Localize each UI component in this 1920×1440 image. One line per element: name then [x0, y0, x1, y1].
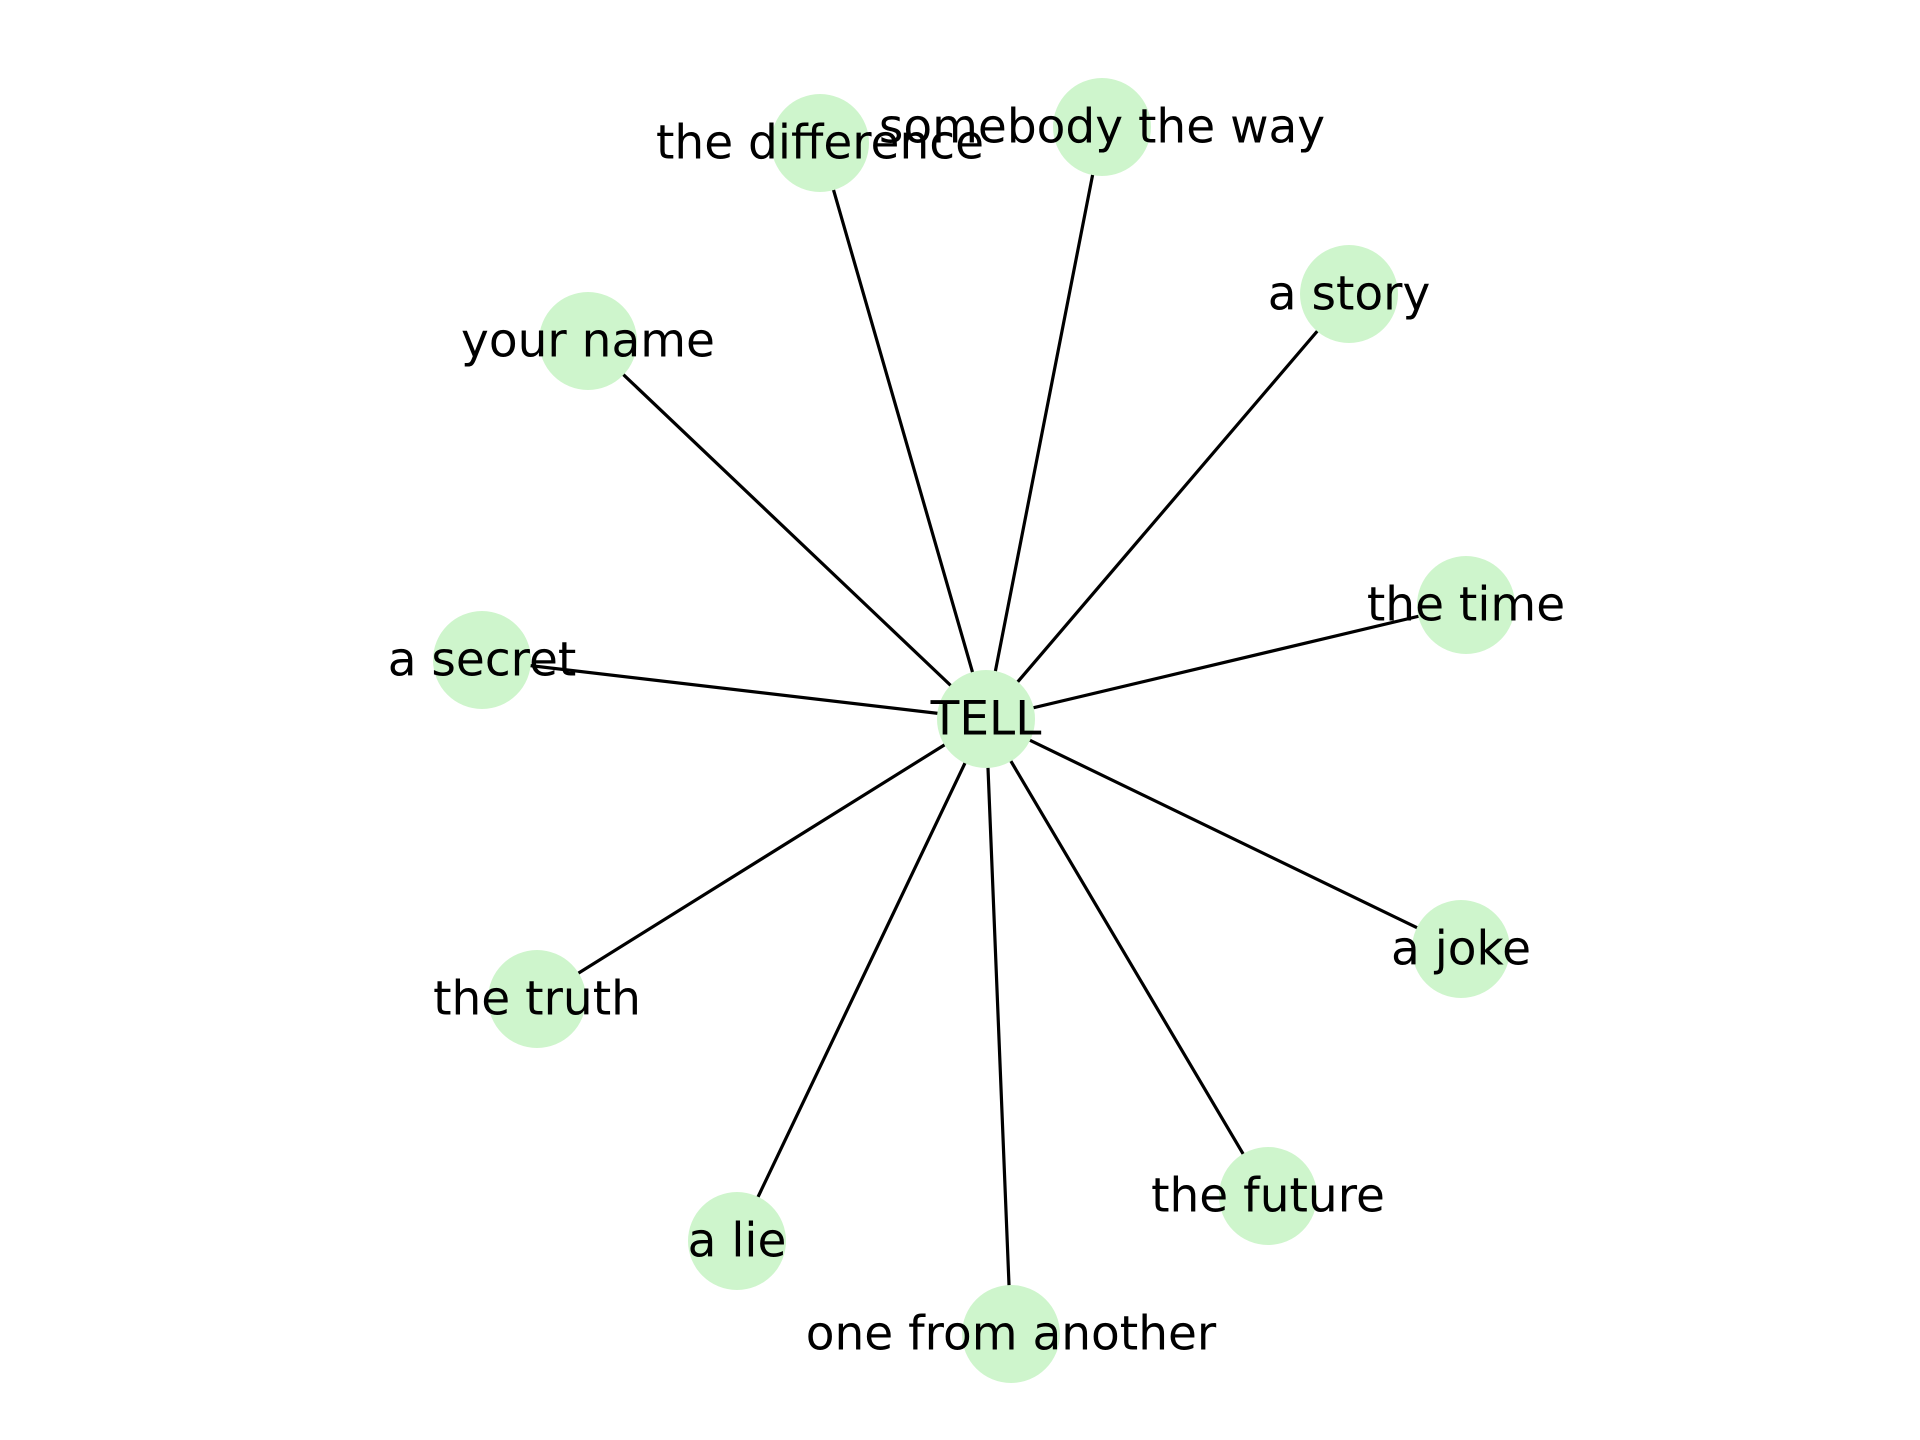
- edge-tell-a-secret: [480, 658, 988, 721]
- node-tell: TELL: [930, 670, 1042, 768]
- edge-tell-the-difference: [818, 141, 988, 721]
- edge-tell-the-truth: [535, 717, 988, 1001]
- node-label-a-story: a story: [1268, 267, 1431, 322]
- edge-tell-a-story: [984, 292, 1351, 721]
- node-circle-a-secret: [433, 611, 531, 709]
- node-circle-a-joke: [1412, 900, 1510, 998]
- node-circle-your-name: [539, 292, 637, 390]
- node-circle-the-future: [1219, 1147, 1317, 1245]
- node-circle-one-from-another: [962, 1285, 1060, 1383]
- node-label-the-time: the time: [1367, 578, 1565, 633]
- edge-tell-the-time: [984, 603, 1468, 721]
- node-the-future: the future: [1151, 1147, 1385, 1245]
- node-circle-the-time: [1417, 556, 1515, 654]
- node-label-somebody-the-way: somebody the way: [879, 100, 1325, 155]
- node-label-the-difference: the difference: [656, 116, 984, 171]
- node-the-difference: the difference: [656, 94, 984, 192]
- node-circle-a-lie: [688, 1192, 786, 1290]
- edge-tell-somebody-the-way: [984, 125, 1104, 721]
- node-label-a-joke: a joke: [1391, 922, 1531, 977]
- node-a-joke: a joke: [1391, 900, 1531, 998]
- edge-tell-one-from-another: [984, 717, 1013, 1336]
- node-the-truth: the truth: [433, 950, 641, 1048]
- edge-tell-your-name: [586, 339, 988, 721]
- node-label-the-truth: the truth: [433, 972, 641, 1027]
- node-circle-the-difference: [771, 94, 869, 192]
- node-label-one-from-another: one from another: [806, 1307, 1217, 1362]
- node-label-your-name: your name: [461, 314, 715, 369]
- node-label-tell: TELL: [930, 692, 1042, 747]
- node-circle-the-truth: [488, 950, 586, 1048]
- node-a-secret: a secret: [388, 611, 577, 709]
- edge-tell-a-lie: [735, 717, 988, 1243]
- edge-tell-a-joke: [984, 717, 1463, 951]
- node-one-from-another: one from another: [806, 1285, 1217, 1383]
- node-your-name: your name: [461, 292, 715, 390]
- node-the-time: the time: [1367, 556, 1565, 654]
- node-label-a-secret: a secret: [388, 633, 577, 688]
- node-circle-somebody-the-way: [1053, 78, 1151, 176]
- node-circle-a-story: [1300, 245, 1398, 343]
- node-label-a-lie: a lie: [688, 1214, 787, 1269]
- node-a-lie: a lie: [688, 1192, 787, 1290]
- edges: [480, 125, 1468, 1336]
- node-label-the-future: the future: [1151, 1169, 1385, 1224]
- edge-tell-the-future: [984, 717, 1270, 1198]
- node-somebody-the-way: somebody the way: [879, 78, 1325, 176]
- node-a-story: a story: [1268, 245, 1431, 343]
- node-circle-tell: [937, 670, 1035, 768]
